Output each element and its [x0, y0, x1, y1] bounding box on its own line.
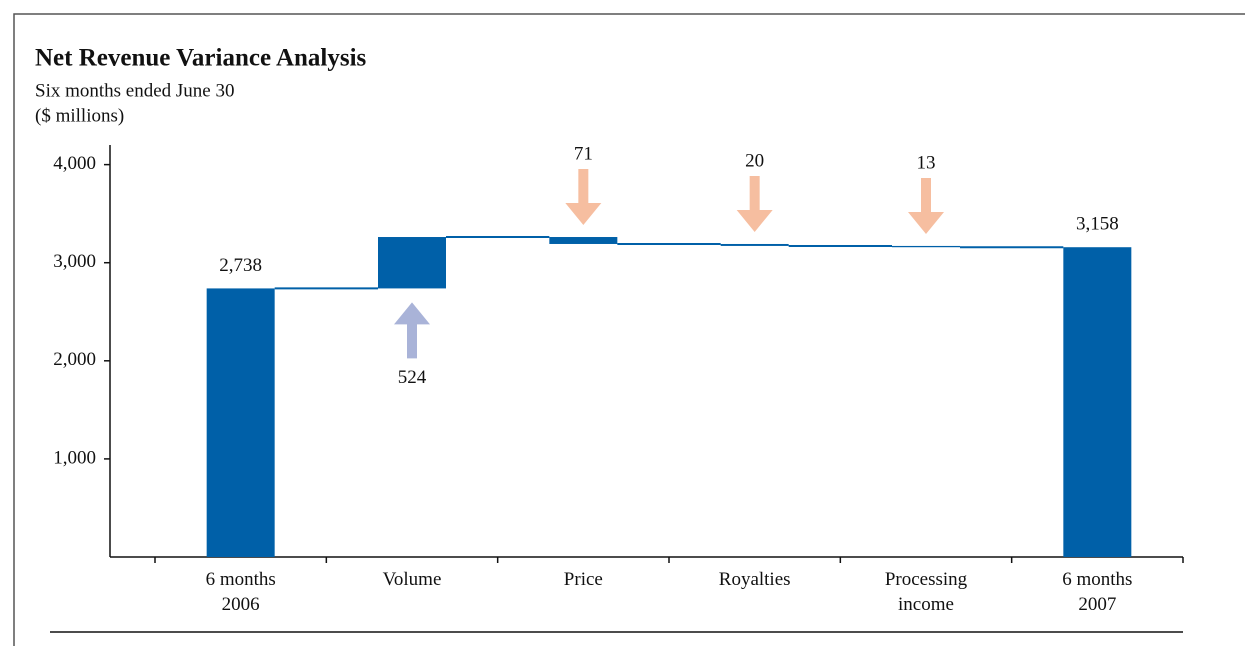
bar — [892, 245, 960, 248]
bar — [1063, 247, 1132, 557]
arrow — [908, 177, 944, 234]
bar — [378, 237, 446, 289]
arrow — [565, 169, 602, 226]
y-tick-label: 4,000 — [53, 153, 96, 174]
frame — [13, 13, 1245, 646]
x-tick-label: Volume — [383, 569, 442, 590]
value-label: 71 — [574, 143, 593, 164]
value-label: 3,158 — [1076, 214, 1119, 235]
y-tick-label: 2,000 — [53, 349, 96, 370]
value-label: 13 — [917, 152, 936, 173]
bar — [720, 243, 789, 246]
y-tick-label: 1,000 — [53, 447, 96, 468]
chart-subtitle: Six months ended June 30 — [35, 80, 235, 101]
arrow — [736, 175, 773, 232]
x-tick-label: Processing income — [885, 569, 968, 615]
arrow — [394, 302, 430, 359]
y-tick-label: 3,000 — [53, 251, 96, 272]
value-label: 20 — [745, 150, 764, 171]
x-tick-label: 6 months 2007 — [1062, 569, 1132, 615]
value-label: 524 — [398, 367, 427, 388]
x-tick-label: Royalties — [719, 569, 791, 590]
bar — [206, 288, 275, 557]
y-axis-label: ($ millions) — [35, 105, 124, 126]
value-label: 2,738 — [219, 255, 262, 276]
x-tick-label: 6 months 2006 — [206, 569, 276, 615]
bar — [549, 237, 618, 244]
x-tick-label: Price — [564, 569, 603, 590]
chart-title: Net Revenue Variance Analysis — [35, 45, 367, 72]
